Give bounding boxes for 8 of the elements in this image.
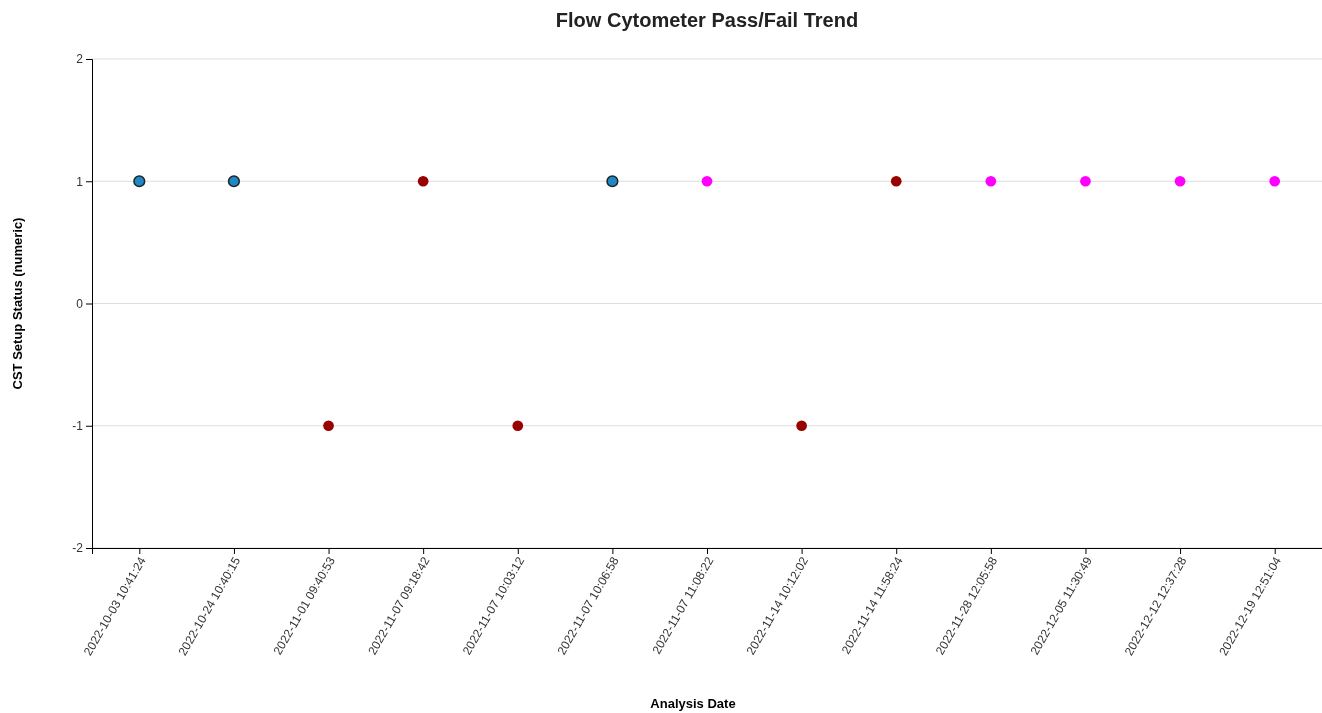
y-tick-label: 2 (76, 52, 84, 67)
y-tick-label: 0 (76, 296, 84, 311)
y-tick-label: 1 (76, 174, 84, 189)
x-axis-title: Analysis Date (650, 696, 736, 711)
y-axis-title: CST Setup Status (numeric) (10, 217, 25, 390)
y-tick-label: -1 (72, 419, 84, 434)
chart-title: Flow Cytometer Pass/Fail Trend (555, 9, 859, 31)
y-tick-label: -2 (72, 541, 84, 556)
